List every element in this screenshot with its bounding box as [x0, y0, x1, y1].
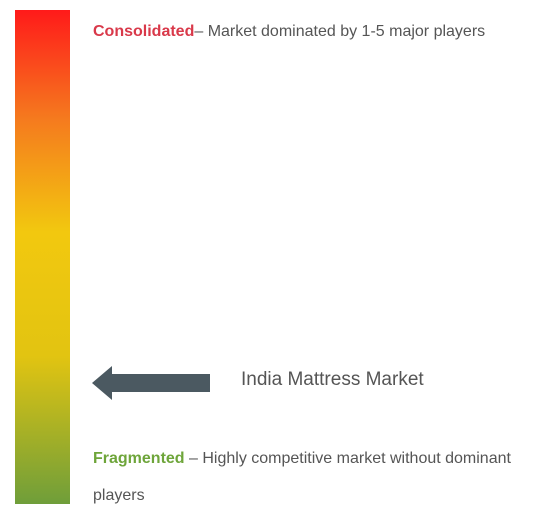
- fragmented-text: – Highly competitive market without domi…: [93, 450, 511, 504]
- arrow-left-icon: [92, 366, 210, 400]
- consolidated-keyword: Consolidated: [93, 23, 195, 40]
- market-position-label: India Mattress Market: [241, 369, 424, 390]
- fragmented-keyword: Fragmented: [93, 450, 185, 467]
- consolidated-description: Consolidated– Market dominated by 1-5 ma…: [93, 13, 533, 50]
- fragmented-description: Fragmented – Highly competitive market w…: [93, 440, 533, 514]
- concentration-gradient-bar: [15, 10, 70, 504]
- consolidated-text: – Market dominated by 1-5 major players: [194, 23, 486, 40]
